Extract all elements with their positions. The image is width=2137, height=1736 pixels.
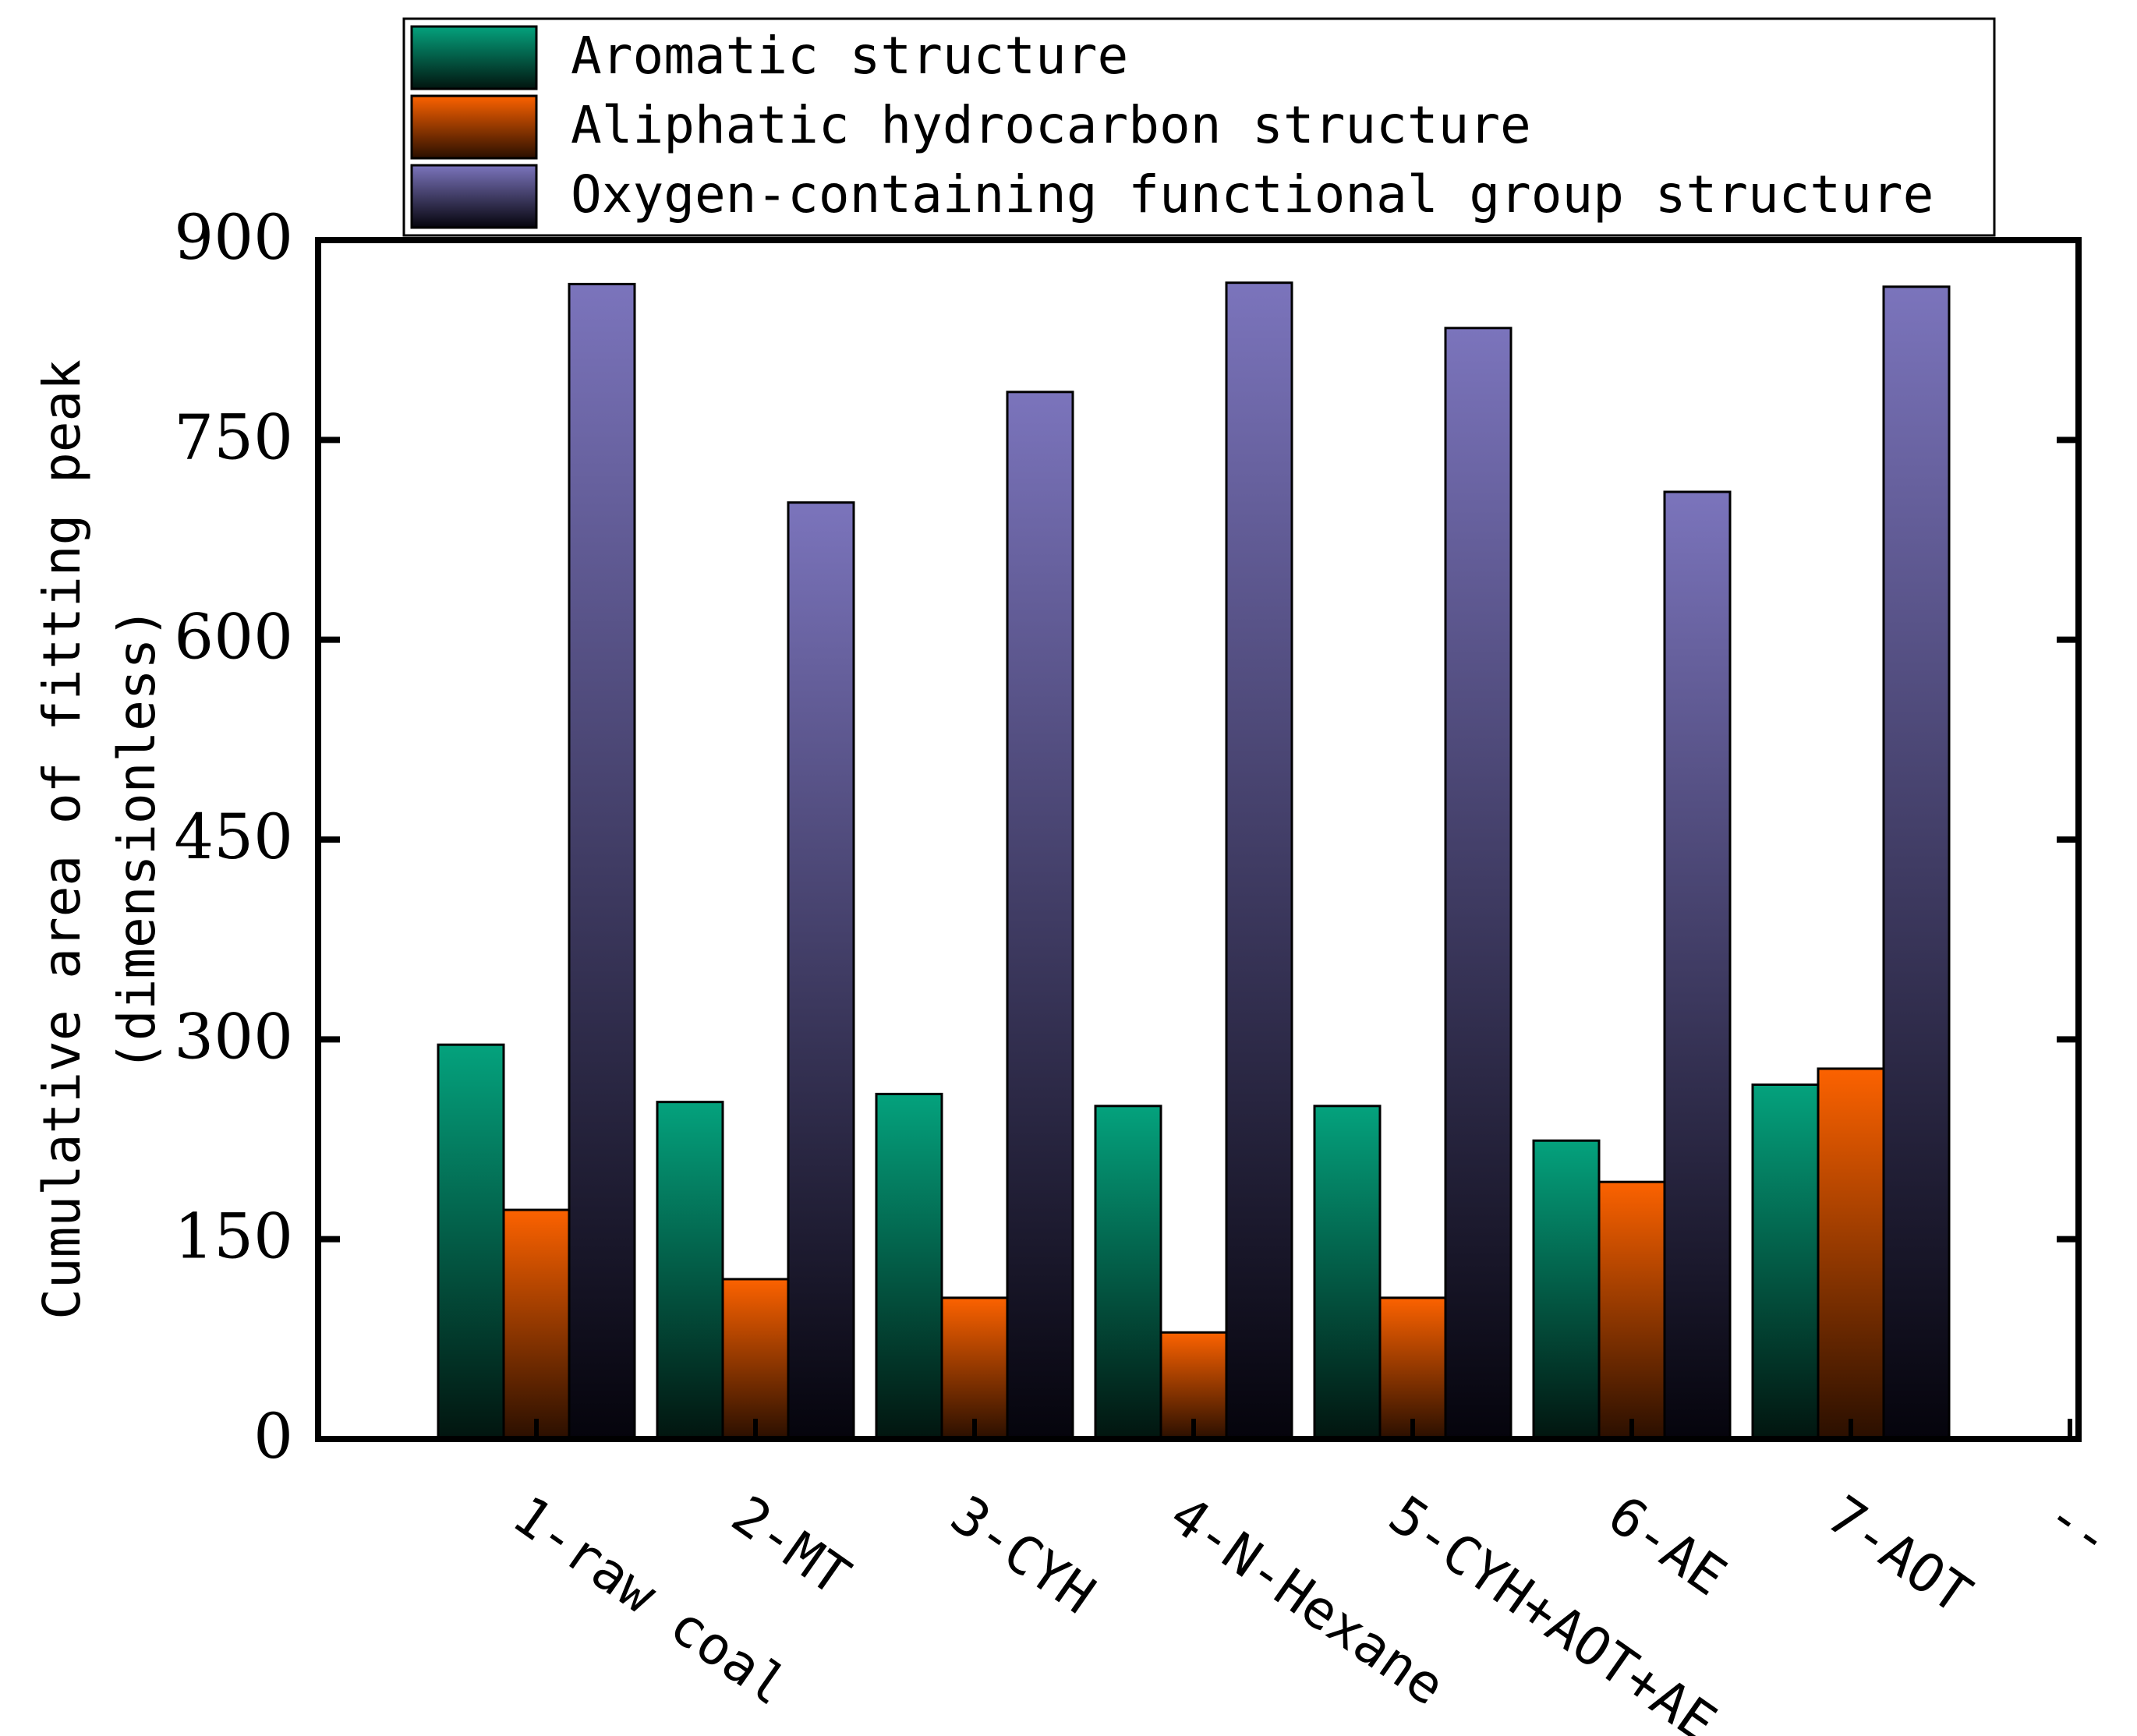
bar-oxygen-6 <box>1663 490 1732 1441</box>
bar-oxygen-7 <box>1882 285 1951 1441</box>
ticks-layer <box>318 237 2079 1442</box>
y-axis-label-line2: (dimensionless) <box>107 607 167 1072</box>
bar-oxygen-1 <box>568 282 636 1441</box>
legend-label-3: Oxygen-containing functional group struc… <box>571 164 1934 225</box>
bar-aliphatic-3 <box>940 1296 1009 1441</box>
bar-aromatic-6 <box>1532 1139 1601 1441</box>
legend-swatch-1 <box>410 25 538 90</box>
bar-oxygen-4 <box>1225 281 1293 1441</box>
y-axis-label-line1: Cumulative area of fitting peak <box>32 359 92 1320</box>
legend-swatch-3 <box>410 164 538 229</box>
bar-aliphatic-2 <box>721 1278 790 1441</box>
y-tick-label-750: 750 <box>174 401 293 473</box>
legend-swatch-2 <box>410 94 538 160</box>
bar-oxygen-2 <box>787 501 855 1441</box>
x-tick-label-6: 6-AE <box>1597 1484 1736 1608</box>
bar-oxygen-3 <box>1006 391 1074 1441</box>
bar-aromatic-2 <box>656 1101 724 1441</box>
y-tick-label-600: 600 <box>174 601 293 674</box>
legend-label-2: Aliphatic hydrocarbon structure <box>571 95 1531 155</box>
y-tick-label-150: 150 <box>174 1200 293 1273</box>
legend-frame <box>402 17 1996 237</box>
x-tick-label-8: -- <box>2035 1484 2122 1572</box>
bar-aromatic-4 <box>1094 1105 1162 1441</box>
bar-oxygen-5 <box>1444 327 1513 1441</box>
y-tick-label-300: 300 <box>174 1000 293 1073</box>
bar-aliphatic-7 <box>1817 1067 1885 1441</box>
bar-aromatic-7 <box>1751 1083 1820 1441</box>
bar-aliphatic-6 <box>1597 1180 1666 1441</box>
y-tick-label-0: 0 <box>253 1400 293 1473</box>
bar-aromatic-5 <box>1313 1105 1382 1441</box>
legend: Aromatic structure Aliphatic hydrocarbon … <box>402 17 1996 237</box>
bar-aromatic-1 <box>437 1043 505 1441</box>
x-tick-label-7: 7-AOT <box>1816 1484 1982 1626</box>
legend-label-1: Aromatic structure <box>571 26 1128 86</box>
bar-aromatic-3 <box>875 1092 943 1441</box>
y-tick-label-900: 900 <box>174 201 293 274</box>
bar-aliphatic-1 <box>502 1208 571 1441</box>
x-tick-label-2: 2-MT <box>720 1484 860 1608</box>
y-tick-labels: 0 150 300 450 600 750 900 <box>174 201 293 1473</box>
y-tick-label-450: 450 <box>174 801 293 873</box>
bars-layer <box>437 281 1951 1441</box>
bar-aliphatic-5 <box>1378 1296 1447 1441</box>
x-tick-label-3: 3-CYH <box>939 1484 1106 1626</box>
